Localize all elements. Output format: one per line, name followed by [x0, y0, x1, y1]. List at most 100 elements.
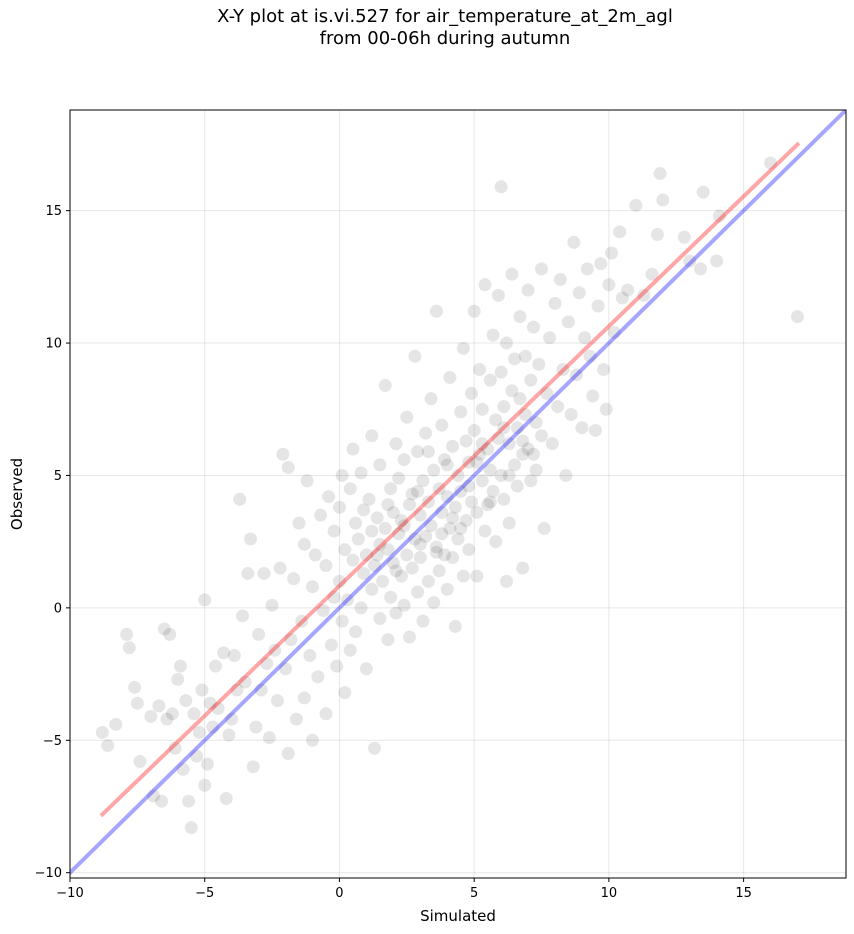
data-point [365, 524, 379, 538]
data-point [184, 821, 198, 835]
y-tick-label: −5 [43, 734, 62, 749]
data-point [394, 513, 408, 527]
data-point [252, 627, 266, 641]
data-point [605, 246, 619, 260]
data-point [475, 437, 489, 451]
data-point [389, 564, 403, 578]
data-point [378, 378, 392, 392]
data-point [133, 754, 147, 768]
data-point [489, 535, 503, 549]
data-point [486, 484, 500, 498]
data-point [327, 590, 341, 604]
data-point [435, 418, 449, 432]
data-point [95, 725, 109, 739]
data-point [462, 479, 476, 493]
data-point [602, 278, 616, 292]
data-point [427, 463, 441, 477]
data-point [378, 521, 392, 535]
data-point [386, 506, 400, 520]
data-point [335, 614, 349, 628]
y-tick-label: −10 [35, 866, 62, 881]
data-point [440, 490, 454, 504]
data-point [384, 590, 398, 604]
data-point [413, 508, 427, 522]
data-point [710, 254, 724, 268]
data-point [467, 304, 481, 318]
y-axis-title: Observed [8, 458, 26, 530]
y-tick-label: 10 [45, 337, 62, 352]
data-point [308, 548, 322, 562]
data-point [435, 527, 449, 541]
data-point [451, 532, 465, 546]
data-point [443, 521, 457, 535]
data-point [400, 548, 414, 562]
data-point [500, 336, 513, 350]
data-point [650, 227, 664, 241]
data-point [475, 402, 489, 416]
data-point [470, 569, 484, 583]
data-point [198, 593, 212, 607]
data-point [424, 392, 438, 406]
chart-title: X-Y plot at is.vi.527 for air_temperatur… [0, 6, 854, 50]
data-point [491, 288, 505, 302]
data-point [273, 561, 287, 575]
data-point [516, 561, 530, 575]
data-point [306, 580, 319, 594]
data-point [389, 437, 403, 451]
data-point [249, 720, 263, 734]
data-point [508, 458, 522, 472]
data-point [287, 572, 301, 586]
data-point [403, 630, 416, 644]
data-point [510, 479, 524, 493]
data-point [432, 564, 446, 578]
data-point [279, 662, 293, 676]
data-point [359, 548, 373, 562]
data-point [370, 548, 384, 562]
y-tick-label: 15 [45, 204, 62, 219]
data-point [198, 778, 212, 792]
data-point [483, 463, 497, 477]
data-point [381, 543, 395, 557]
data-point [357, 503, 371, 517]
data-point [179, 694, 193, 708]
data-point [494, 365, 508, 379]
data-point [147, 789, 161, 803]
data-point [222, 728, 236, 742]
data-point [524, 373, 538, 387]
data-point [594, 257, 608, 271]
data-point [128, 680, 142, 694]
data-point [311, 670, 325, 684]
data-point [386, 556, 400, 570]
data-point [429, 304, 443, 318]
data-point [537, 521, 551, 535]
data-point [397, 519, 411, 533]
data-point [429, 540, 443, 554]
data-point [354, 601, 368, 615]
data-point [332, 500, 346, 514]
data-point [225, 712, 239, 726]
data-point [327, 524, 341, 538]
data-point [637, 288, 651, 302]
data-point [332, 574, 346, 588]
data-point [265, 598, 279, 612]
data-point [397, 598, 411, 612]
scatter-points [95, 156, 804, 835]
data-point [464, 386, 478, 400]
data-point [491, 431, 505, 445]
data-point [564, 408, 578, 422]
data-point [621, 283, 635, 297]
data-point [346, 553, 360, 567]
data-point [109, 717, 123, 731]
data-point [295, 614, 309, 628]
data-point [489, 413, 503, 427]
data-point [306, 733, 319, 747]
data-point [435, 506, 449, 520]
data-point [227, 649, 241, 663]
data-point [408, 349, 422, 363]
data-point [324, 638, 338, 652]
data-point [429, 545, 443, 559]
data-point [389, 606, 403, 620]
data-point [246, 760, 260, 774]
data-point [615, 291, 629, 305]
